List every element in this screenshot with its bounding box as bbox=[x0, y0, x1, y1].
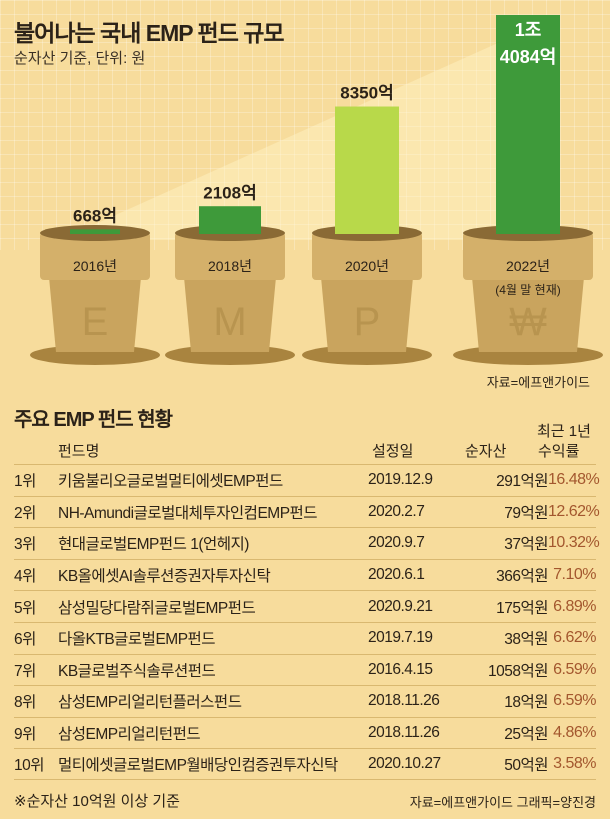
cell-name: 삼성EMP리얼리턴펀드 bbox=[58, 726, 201, 744]
cell-date: 2018.11.26 bbox=[368, 724, 440, 742]
year-note: (4월 말 현재) bbox=[495, 283, 561, 297]
cell-rank: 6위 bbox=[14, 631, 36, 649]
table-row: 9위 삼성EMP리얼리턴펀드 2018.11.26 25억원 4.86% bbox=[14, 716, 597, 749]
cell-assets: 18억원 bbox=[504, 694, 548, 712]
cell-rank: 4위 bbox=[14, 568, 36, 586]
cell-date: 2019.12.9 bbox=[368, 471, 433, 489]
cell-date: 2016.4.15 bbox=[368, 660, 433, 678]
header-date: 설정일 bbox=[372, 443, 414, 460]
header-assets: 순자산 bbox=[465, 443, 507, 460]
cell-ret: 12.62% bbox=[548, 502, 600, 520]
cell-rank: 1위 bbox=[14, 473, 36, 491]
table-row: 8위 삼성EMP리얼리턴플러스펀드 2018.11.26 18억원 6.59% bbox=[14, 685, 597, 717]
chart-subtitle: 순자산 기준, 단위: 원 bbox=[14, 50, 146, 67]
bar-front bbox=[496, 15, 560, 234]
cell-assets: 79억원 bbox=[504, 504, 548, 522]
table-row: 6위 다올KTB글로벌EMP펀드 2019.7.19 38억원 6.62% bbox=[14, 621, 597, 654]
cell-rank: 9위 bbox=[14, 726, 36, 744]
cell-date: 2020.9.21 bbox=[368, 597, 433, 615]
cell-assets: 37억원 bbox=[504, 536, 548, 554]
cell-date: 2020.9.7 bbox=[368, 534, 425, 552]
growth-beam bbox=[60, 15, 560, 240]
cell-assets: 1058억원 bbox=[487, 662, 549, 680]
cell-ret: 6.89% bbox=[553, 597, 596, 615]
value-label: 8350억 bbox=[340, 84, 393, 103]
cell-rank: 8위 bbox=[14, 694, 36, 712]
cell-rank: 10위 bbox=[14, 757, 45, 775]
cell-date: 2020.2.7 bbox=[368, 502, 425, 520]
cell-rank: 7위 bbox=[14, 662, 36, 680]
pot-letter: M bbox=[213, 300, 246, 344]
fund-size-chart: 2016년 E 668억 2018년 M 2108억 2020년 P 8350억 2022년 (4월… bbox=[30, 15, 603, 365]
value-label: 668억 bbox=[73, 206, 117, 225]
cell-name: 삼성밀당다람쥐글로벌EMP펀드 bbox=[58, 599, 256, 617]
value-label: 4084억 bbox=[500, 47, 557, 67]
pot-letter: E bbox=[82, 300, 109, 344]
cell-ret: 3.58% bbox=[553, 755, 596, 773]
bar-front bbox=[199, 206, 261, 234]
cell-assets: 25억원 bbox=[504, 726, 548, 744]
cell-ret: 6.62% bbox=[553, 629, 596, 647]
header-return-2: 수익률 bbox=[538, 443, 580, 460]
cell-name: KB올에셋AI솔루션증권자투자신탁 bbox=[58, 568, 271, 586]
cell-name: 키움불리오글로벌멀티에셋EMP펀드 bbox=[58, 473, 283, 491]
value-label: 1조 bbox=[515, 20, 542, 40]
pot-letter: P bbox=[354, 300, 381, 344]
cell-ret: 6.59% bbox=[553, 692, 596, 710]
cell-ret: 10.32% bbox=[548, 534, 600, 552]
table-row: 2위 NH-Amundi글로벌대체투자인컴EMP펀드 2020.2.7 79억원 12.… bbox=[14, 495, 600, 528]
value-label: 2108억 bbox=[203, 183, 256, 202]
cell-ret: 4.86% bbox=[553, 724, 596, 742]
cell-date: 2020.6.1 bbox=[368, 566, 425, 584]
table-row: 10위 멀티에셋글로벌EMP월배당인컴증권투자신탁 2020.10.27 50억원 3.… bbox=[14, 748, 597, 780]
cell-ret: 7.10% bbox=[553, 566, 596, 584]
pot-rim bbox=[312, 232, 422, 280]
cell-assets: 38억원 bbox=[504, 631, 548, 649]
cell-ret: 16.48% bbox=[548, 471, 600, 489]
cell-date: 2020.10.27 bbox=[368, 755, 441, 773]
cell-rank: 5위 bbox=[14, 599, 36, 617]
bar-front bbox=[70, 229, 120, 234]
cell-rank: 3위 bbox=[14, 536, 36, 554]
year-label: 2018년 bbox=[208, 258, 252, 274]
cell-ret: 6.59% bbox=[553, 660, 596, 678]
cell-assets: 366억원 bbox=[496, 568, 548, 586]
chart-source: 자료=에프앤가이드 bbox=[486, 375, 590, 390]
table-row: 3위 현대글로벌EMP펀드 1(언헤지) 2020.9.7 37억원 10.32% bbox=[14, 527, 600, 559]
table-row: 5위 삼성밀당다람쥐글로벌EMP펀드 2020.9.21 175억원 6.89% bbox=[14, 590, 597, 622]
cell-name: 멀티에셋글로벌EMP월배당인컴증권투자신탁 bbox=[58, 757, 338, 775]
table-title: 주요 EMP 펀드 현황 bbox=[14, 409, 173, 431]
cell-assets: 50억원 bbox=[504, 757, 548, 775]
cell-name: KB글로벌주식솔루션펀드 bbox=[58, 662, 216, 680]
chart-title: 불어나는 국내 EMP 펀드 규모 bbox=[14, 20, 285, 46]
cell-date: 2018.11.26 bbox=[368, 692, 440, 710]
cell-date: 2019.7.19 bbox=[368, 629, 433, 647]
cell-name: NH-Amundi글로벌대체투자인컴EMP펀드 bbox=[58, 504, 318, 522]
pot-rim bbox=[175, 232, 285, 280]
cell-assets: 175억원 bbox=[496, 599, 548, 617]
cell-rank: 2위 bbox=[14, 504, 36, 522]
year-label: 2022년 bbox=[506, 258, 550, 274]
pot-rim bbox=[463, 232, 593, 280]
cell-name: 삼성EMP리얼리턴플러스펀드 bbox=[58, 694, 242, 712]
cell-name: 다올KTB글로벌EMP펀드 bbox=[58, 631, 216, 649]
header-name: 펀드명 bbox=[58, 443, 100, 460]
fund-table: 1위 키움불리오글로벌멀티에셋EMP펀드 2019.12.9 291억원 16.48% 2… bbox=[14, 464, 600, 780]
table-row: 7위 KB글로벌주식솔루션펀드 2016.4.15 1058억원 6.59% bbox=[14, 653, 597, 686]
table-row: 4위 KB올에셋AI솔루션증권자투자신탁 2020.6.1 366억원 7.10% bbox=[14, 558, 597, 591]
footnote: ※순자산 10억원 이상 기준 bbox=[14, 793, 180, 810]
pot-rim bbox=[40, 232, 150, 280]
cell-name: 현대글로벌EMP펀드 1(언헤지) bbox=[58, 536, 249, 554]
year-label: 2016년 bbox=[73, 258, 117, 274]
year-label: 2020년 bbox=[345, 258, 389, 274]
table-row: 1위 키움불리오글로벌멀티에셋EMP펀드 2019.12.9 291억원 16.48% bbox=[14, 464, 600, 496]
credit: 자료=에프앤가이드 그래픽=양진경 bbox=[409, 795, 596, 810]
pot-letter: ₩ bbox=[509, 300, 547, 344]
cell-assets: 291억원 bbox=[496, 473, 548, 491]
bar-front bbox=[335, 106, 399, 234]
table-header: 펀드명 설정일 순자산 최근 1년 수익률 bbox=[0, 418, 610, 463]
header-return-1: 최근 1년 bbox=[537, 423, 591, 440]
